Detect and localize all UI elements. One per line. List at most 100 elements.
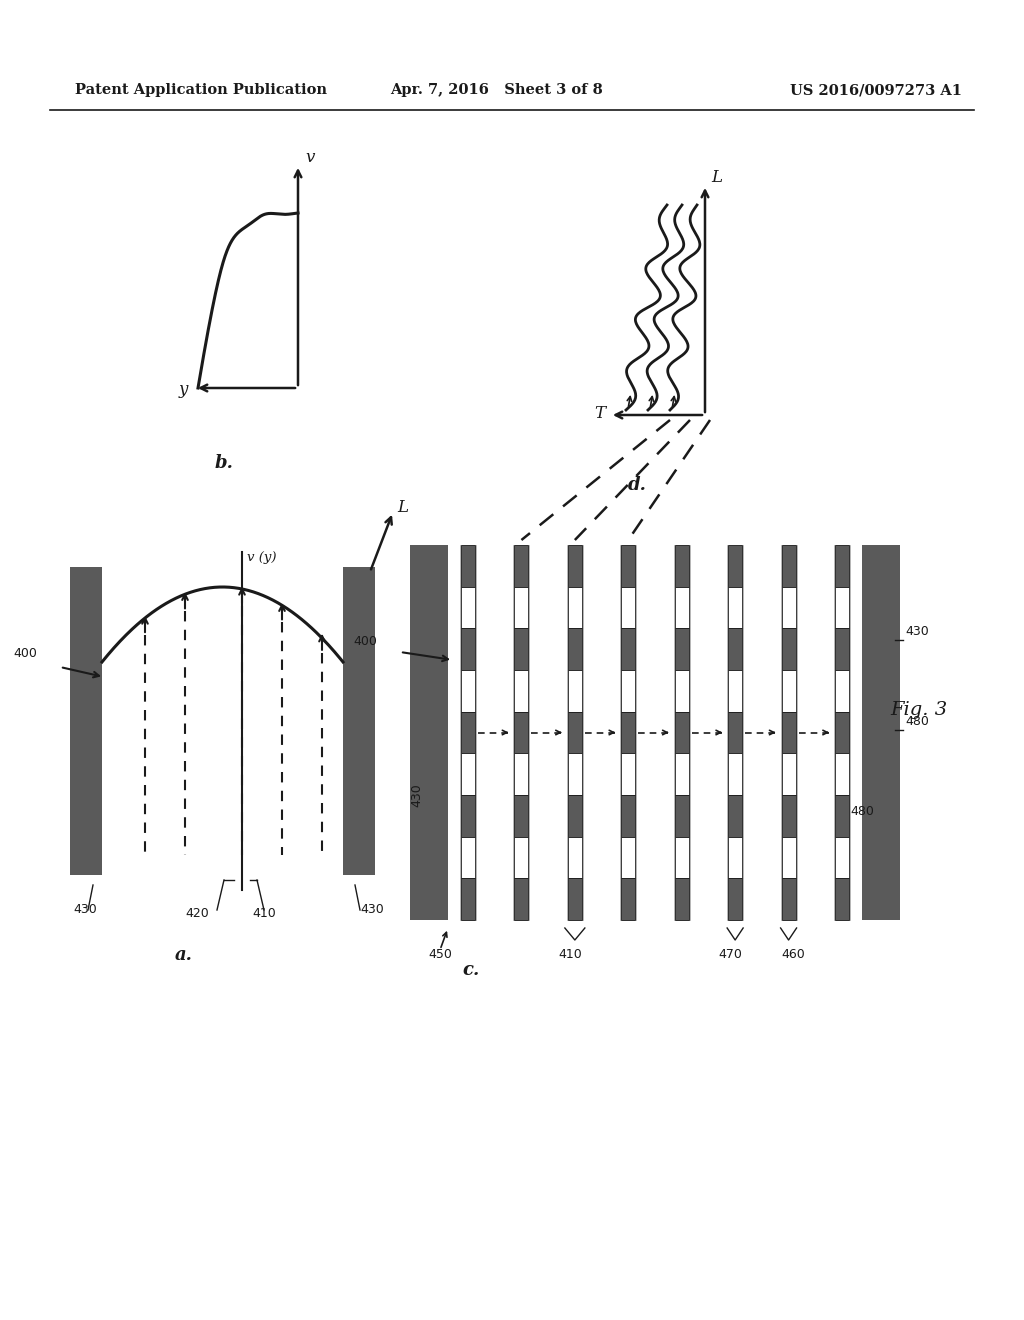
- Bar: [461, 795, 475, 837]
- Bar: [675, 795, 689, 837]
- Bar: [568, 545, 582, 586]
- Bar: [410, 545, 449, 920]
- Text: 430: 430: [73, 903, 96, 916]
- Bar: [835, 795, 849, 837]
- Bar: [622, 711, 635, 754]
- Bar: [514, 628, 528, 671]
- Bar: [728, 628, 742, 671]
- Bar: [514, 754, 528, 795]
- Text: c.: c.: [462, 961, 479, 979]
- Bar: [622, 671, 635, 711]
- Bar: [862, 545, 900, 920]
- Bar: [461, 711, 475, 754]
- Bar: [343, 568, 375, 875]
- Text: 460: 460: [781, 948, 806, 961]
- Bar: [781, 671, 796, 711]
- Text: US 2016/0097273 A1: US 2016/0097273 A1: [790, 83, 962, 96]
- Bar: [461, 628, 475, 671]
- Text: 450: 450: [428, 948, 452, 961]
- Bar: [675, 837, 689, 878]
- Bar: [461, 754, 475, 795]
- Text: Patent Application Publication: Patent Application Publication: [75, 83, 327, 96]
- Bar: [728, 711, 742, 754]
- Text: 470: 470: [718, 948, 742, 961]
- Bar: [461, 837, 475, 878]
- Bar: [728, 837, 742, 878]
- Bar: [568, 711, 582, 754]
- Bar: [568, 671, 582, 711]
- Bar: [728, 754, 742, 795]
- Bar: [622, 586, 635, 628]
- Bar: [835, 545, 849, 586]
- Bar: [70, 568, 102, 875]
- Text: b.: b.: [215, 454, 233, 473]
- Bar: [568, 754, 582, 795]
- Bar: [622, 837, 635, 878]
- Bar: [835, 586, 849, 628]
- Bar: [728, 545, 742, 586]
- Bar: [514, 837, 528, 878]
- Bar: [675, 628, 689, 671]
- Bar: [781, 545, 796, 586]
- Bar: [675, 711, 689, 754]
- Bar: [675, 586, 689, 628]
- Text: 410: 410: [558, 948, 582, 961]
- Bar: [622, 545, 635, 586]
- Text: 410: 410: [252, 907, 275, 920]
- Text: 400: 400: [353, 635, 377, 648]
- Bar: [781, 837, 796, 878]
- Bar: [568, 586, 582, 628]
- Text: 480: 480: [850, 805, 873, 818]
- Bar: [835, 837, 849, 878]
- Bar: [568, 837, 582, 878]
- Bar: [728, 586, 742, 628]
- Text: 400: 400: [13, 647, 37, 660]
- Text: 430: 430: [905, 624, 929, 638]
- Bar: [622, 754, 635, 795]
- Bar: [461, 545, 475, 586]
- Bar: [675, 545, 689, 586]
- Bar: [514, 711, 528, 754]
- Bar: [568, 878, 582, 920]
- Bar: [728, 878, 742, 920]
- Bar: [461, 878, 475, 920]
- Bar: [514, 586, 528, 628]
- Bar: [728, 795, 742, 837]
- Bar: [675, 754, 689, 795]
- Text: Apr. 7, 2016   Sheet 3 of 8: Apr. 7, 2016 Sheet 3 of 8: [390, 83, 603, 96]
- Bar: [781, 754, 796, 795]
- Bar: [514, 878, 528, 920]
- Text: d.: d.: [628, 477, 647, 494]
- Bar: [622, 878, 635, 920]
- Text: 420: 420: [185, 907, 209, 920]
- Bar: [514, 545, 528, 586]
- Bar: [835, 628, 849, 671]
- Bar: [514, 671, 528, 711]
- Bar: [835, 754, 849, 795]
- Text: 430: 430: [411, 783, 424, 807]
- Text: 430: 430: [360, 903, 384, 916]
- Bar: [835, 671, 849, 711]
- Bar: [568, 795, 582, 837]
- Text: 480: 480: [905, 715, 929, 729]
- Text: v (y): v (y): [247, 550, 276, 564]
- Bar: [781, 795, 796, 837]
- Bar: [835, 878, 849, 920]
- Bar: [781, 586, 796, 628]
- Bar: [568, 628, 582, 671]
- Text: a.: a.: [175, 946, 193, 964]
- Bar: [675, 671, 689, 711]
- Bar: [728, 671, 742, 711]
- Text: v: v: [305, 149, 314, 166]
- Text: L: L: [712, 169, 723, 186]
- Bar: [514, 795, 528, 837]
- Text: L: L: [397, 499, 408, 516]
- Bar: [781, 628, 796, 671]
- Bar: [622, 628, 635, 671]
- Text: y: y: [178, 381, 187, 399]
- Bar: [622, 795, 635, 837]
- Bar: [781, 711, 796, 754]
- Bar: [781, 878, 796, 920]
- Text: Fig. 3: Fig. 3: [890, 701, 947, 719]
- Bar: [835, 711, 849, 754]
